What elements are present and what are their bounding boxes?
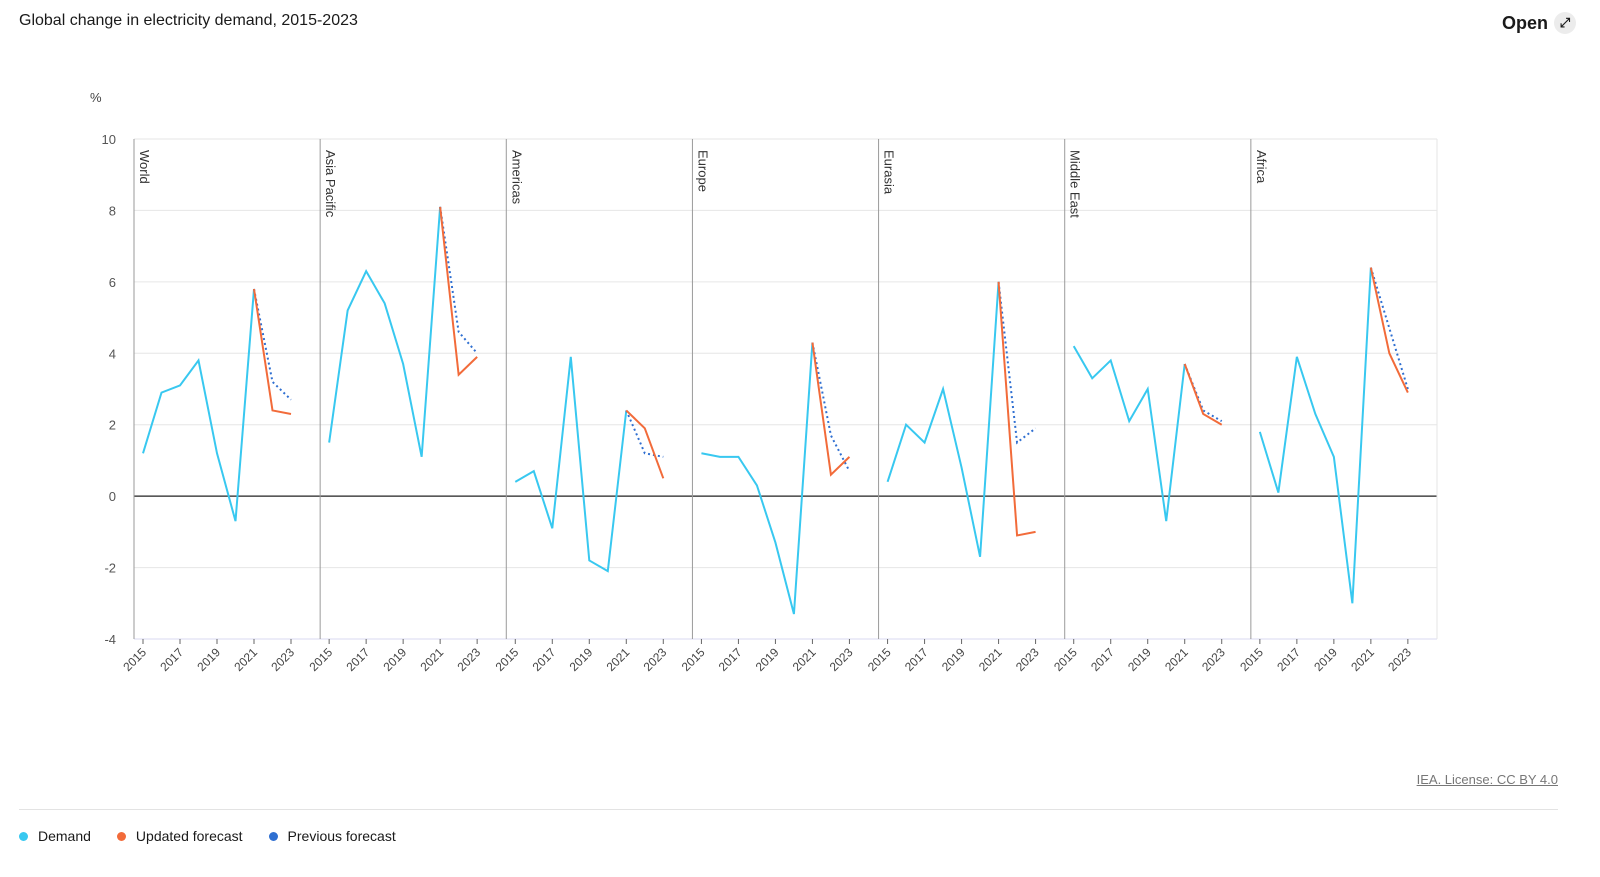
y-tick-label: -2 [104, 561, 116, 576]
chart-area: % -4 -2 0 2 4 6 8 10 World 2015 2017 2019 2021 2023 Asi… [90, 90, 1438, 674]
x-tick-label: 2015 [679, 645, 708, 674]
previous-forecast-line [997, 281, 1037, 445]
x-tick-label: 2019 [1311, 645, 1340, 674]
x-tick-label: 2017 [902, 645, 931, 674]
y-tick-label: 10 [102, 132, 116, 147]
x-tick-label: 2017 [343, 645, 372, 674]
x-tick-label: 2021 [790, 645, 819, 674]
previous-forecast-line [439, 206, 478, 354]
x-tick-label: 2015 [865, 645, 894, 674]
updated-forecast-line [811, 342, 851, 477]
panel-label: Europe [695, 150, 710, 192]
demand-line [1258, 267, 1372, 604]
x-tick-label: 2021 [1348, 645, 1377, 674]
y-tick-label: 2 [109, 418, 116, 433]
x-tick-label: 2023 [268, 645, 297, 674]
legend-item-updated-forecast[interactable]: Updated forecast [116, 828, 243, 844]
panel-label: Middle East [1068, 150, 1083, 218]
x-tick-label: 2023 [1199, 645, 1228, 674]
x-tick-label: 2019 [939, 645, 968, 674]
x-tick-label: 2021 [1162, 645, 1191, 674]
x-tick-label: 2015 [306, 645, 335, 674]
y-tick-label: -4 [104, 632, 116, 647]
x-tick-label: 2015 [1237, 645, 1266, 674]
legend: Demand Updated forecast Previous forecas… [19, 828, 396, 844]
demand-line [886, 281, 1000, 558]
legend-marker-updated-forecast [116, 831, 126, 841]
legend-label-updated-forecast: Updated forecast [135, 828, 243, 844]
x-tick-label: 2023 [1385, 645, 1414, 674]
y-axis-unit-label: % [90, 90, 102, 105]
previous-forecast-line [1369, 267, 1409, 390]
x-tick-label: 2021 [231, 645, 260, 674]
demand-line [701, 342, 814, 615]
updated-forecast-line [1183, 363, 1223, 426]
y-tick-label: 6 [109, 275, 116, 290]
demand-line [142, 288, 255, 522]
open-button[interactable]: Open ⤢ [1502, 12, 1576, 34]
updated-forecast-line [625, 409, 665, 479]
x-tick-label: 2021 [417, 645, 446, 674]
updated-forecast-line [997, 281, 1036, 537]
open-button-label: Open [1501, 12, 1548, 33]
panel-label: Africa [1254, 150, 1269, 184]
panel-label: World [137, 150, 152, 184]
x-tick-label: 2023 [641, 645, 670, 674]
x-tick-label: 2017 [157, 645, 186, 674]
updated-forecast-line [253, 288, 292, 415]
demand-line [1072, 345, 1186, 522]
demand-line [328, 206, 442, 458]
x-tick-label: 2021 [976, 645, 1005, 674]
chart-title: Global change in electricity demand, 201… [19, 12, 358, 29]
x-tick-label: 2019 [1125, 645, 1154, 674]
x-tick-label: 2023 [454, 645, 483, 674]
updated-forecast-line [439, 206, 478, 377]
x-tick-label: 2019 [380, 645, 409, 674]
x-tick-label: 2019 [753, 645, 782, 674]
legend-item-demand[interactable]: Demand [19, 828, 91, 844]
legend-item-previous-forecast[interactable]: Previous forecast [268, 828, 396, 844]
previous-forecast-line [811, 342, 851, 472]
x-tick-label: 2019 [194, 645, 223, 674]
x-tick-label: 2023 [1013, 645, 1042, 674]
x-tick-label: 2017 [1088, 645, 1117, 674]
x-tick-label: 2017 [1274, 645, 1303, 674]
demand-line [514, 356, 628, 573]
x-tick-label: 2021 [604, 645, 633, 674]
license-link[interactable]: IEA. License: CC BY 4.0 [1416, 772, 1558, 787]
panel-label: Americas [509, 150, 524, 205]
expand-icon: ⤢ [1554, 12, 1576, 34]
y-tick-label: 8 [109, 203, 116, 218]
panel-label: Asia Pacific [323, 150, 338, 218]
x-tick-label: 2015 [493, 645, 522, 674]
x-tick-label: 2015 [120, 645, 149, 674]
legend-label-previous-forecast: Previous forecast [287, 828, 396, 844]
panel-label: Eurasia [882, 150, 897, 195]
legend-label-demand: Demand [38, 828, 91, 844]
updated-forecast-line [1369, 267, 1409, 393]
legend-marker-demand [19, 831, 28, 841]
legend-divider [19, 809, 1558, 810]
legend-marker-previous-forecast [268, 831, 278, 841]
x-tick-label: 2017 [716, 645, 745, 674]
previous-forecast-line [625, 410, 664, 458]
x-tick-label: 2019 [567, 645, 596, 674]
x-tick-label: 2015 [1051, 645, 1080, 674]
x-tick-label: 2017 [530, 645, 559, 674]
x-tick-label: 2023 [827, 645, 856, 674]
previous-forecast-line [253, 288, 292, 401]
y-tick-label: 4 [109, 346, 116, 361]
y-tick-label: 0 [109, 489, 116, 504]
